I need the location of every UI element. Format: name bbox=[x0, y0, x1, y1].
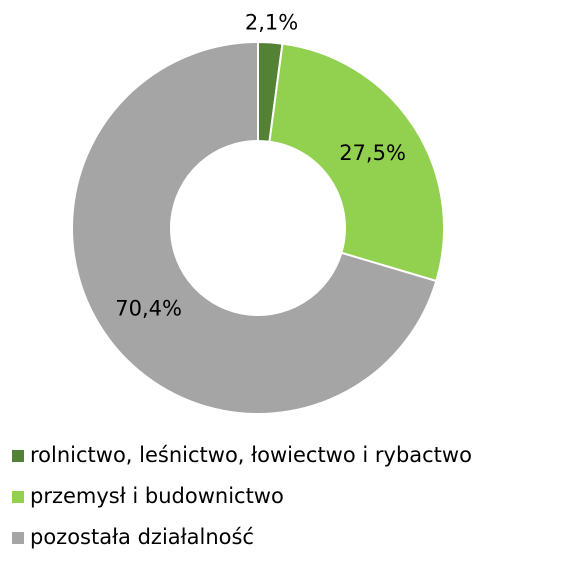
data-label: 27,5% bbox=[339, 141, 406, 165]
legend-swatch bbox=[12, 450, 24, 462]
legend-label: rolnictwo, leśnictwo, łowiectwo i rybact… bbox=[30, 443, 472, 467]
legend-label: pozostała działalność bbox=[30, 525, 254, 549]
data-label: 2,1% bbox=[245, 10, 298, 34]
donut-slice bbox=[71, 40, 438, 415]
data-label: 70,4% bbox=[115, 297, 182, 321]
legend-swatch bbox=[12, 491, 24, 503]
legend-swatch bbox=[12, 532, 24, 544]
donut-slice bbox=[268, 42, 445, 283]
legend-label: przemysł i budownictwo bbox=[30, 484, 284, 508]
